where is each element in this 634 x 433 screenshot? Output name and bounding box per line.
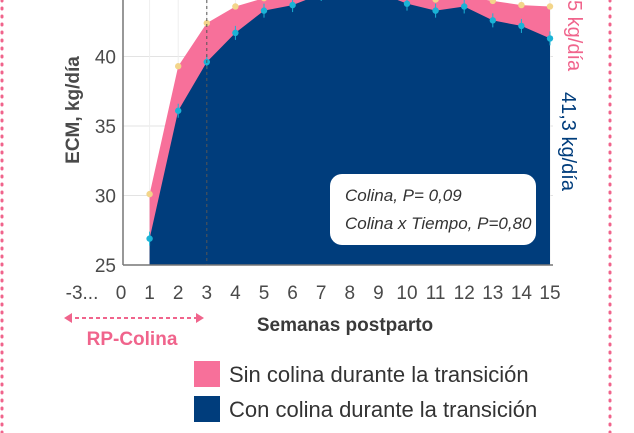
annotation-box: [330, 174, 536, 245]
series-1-point: [546, 3, 554, 10]
x-tick-label: 5: [259, 283, 270, 304]
x-tick-label: -3...: [66, 283, 99, 304]
legend-swatch-sin-colina: [194, 361, 220, 387]
series-2-point: [289, 1, 296, 9]
series-1-point: [518, 1, 525, 9]
annotation-line-2: Colina x Tiempo, P=0,80: [345, 214, 532, 233]
series-1-point: [261, 0, 267, 2]
y-tick-label: 30: [95, 187, 116, 208]
x-axis-label: Semanas postparto: [257, 315, 433, 336]
series-1-point: [175, 63, 182, 70]
x-tick-label: 4: [230, 283, 241, 304]
x-tick-labels: -3... 0 1 2 3 4 5 6 7 8 9 10 11 12 13 14 15: [66, 283, 561, 304]
series-2-point: [546, 35, 554, 42]
rp-arrow-left-icon: [64, 313, 72, 323]
x-tick-label: 13: [482, 283, 503, 304]
series-2-point: [260, 7, 268, 14]
series-2-point: [518, 22, 525, 30]
series-2-point: [232, 29, 239, 37]
y-tick-label: 35: [95, 117, 116, 138]
y-tick-label: 40: [95, 48, 116, 69]
y-axis-label: ECM, kg/día: [63, 56, 84, 164]
x-tick-label: 7: [316, 283, 327, 304]
series-2-point: [403, 0, 411, 7]
x-tick-label: 9: [373, 283, 384, 304]
x-tick-label: 11: [426, 283, 446, 304]
series-1-point: [146, 190, 153, 198]
legend-label-sin-colina: Sin colina durante la transición: [229, 362, 529, 387]
x-tick-label: 15: [539, 283, 560, 304]
series-1-point: [432, 0, 439, 3]
rp-label: RP-Colina: [87, 329, 178, 350]
x-tick-label: 12: [454, 283, 475, 304]
rp-arrow-right-icon: [196, 313, 204, 323]
x-tick-label: 0: [116, 283, 127, 304]
x-tick-label: 8: [345, 283, 356, 304]
x-tick-label: 1: [144, 283, 155, 304]
x-tick-label: 6: [287, 283, 298, 304]
series-2-point: [461, 3, 468, 10]
y-tick-labels: 25 30 35 40: [95, 48, 116, 278]
annotation-line-1: Colina, P= 0,09: [345, 186, 462, 205]
series-1-end-label: 5 kg/día: [563, 0, 585, 72]
series-1-point: [203, 19, 210, 27]
legend-label-con-colina: Con colina durante la transición: [229, 397, 537, 422]
series-2-point: [432, 7, 439, 14]
x-tick-label: 14: [511, 283, 533, 304]
y-tick-label: 25: [95, 256, 116, 277]
x-tick-label: 10: [396, 283, 417, 304]
x-tick-label: 3: [202, 283, 213, 304]
series-2-point: [146, 235, 153, 242]
series-2-point: [489, 17, 496, 24]
series-2-end-label: 41,3 kg/día: [557, 92, 579, 192]
series-1-point: [489, 0, 496, 5]
x-tick-label: 2: [173, 283, 184, 304]
legend-swatch-con-colina: [194, 396, 220, 422]
plot-points: [146, 0, 554, 246]
series-1-point: [232, 3, 239, 10]
series-2-point: [175, 107, 182, 114]
